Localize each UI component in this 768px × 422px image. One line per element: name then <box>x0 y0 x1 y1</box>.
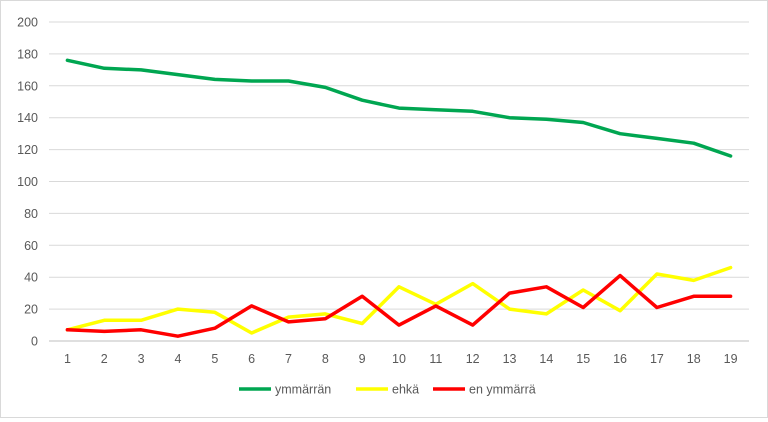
y-tick-label: 120 <box>17 143 38 157</box>
x-tick-label: 4 <box>174 352 181 366</box>
x-tick-label: 3 <box>138 352 145 366</box>
x-tick-label: 16 <box>613 352 627 366</box>
y-tick-label: 180 <box>17 47 38 61</box>
x-tick-label: 11 <box>429 352 442 366</box>
y-tick-label: 160 <box>17 79 38 93</box>
x-tick-label: 10 <box>392 352 406 366</box>
y-tick-label: 40 <box>24 271 38 285</box>
legend-label: en ymmärrä <box>469 383 536 397</box>
series-line-1 <box>65 265 733 335</box>
x-tick-label: 2 <box>101 352 108 366</box>
y-tick-label: 140 <box>17 111 38 125</box>
gridlines <box>49 21 749 342</box>
x-tick-label: 12 <box>466 352 480 366</box>
series-line-0 <box>65 58 733 158</box>
y-axis-tick-labels: 0 20 40 60 80 100 120 140 160 180 200 <box>17 16 38 349</box>
x-axis-tick-labels: 1 2 3 4 5 6 7 8 9 10 11 12 13 14 15 16 17 18 19 <box>64 352 738 366</box>
legend-label: ymmärrän <box>275 383 331 397</box>
y-tick-label: 0 <box>31 335 38 349</box>
x-tick-label: 14 <box>539 352 553 366</box>
x-tick-label: 6 <box>248 352 255 366</box>
y-tick-label: 20 <box>24 303 38 317</box>
x-tick-label: 9 <box>359 352 366 366</box>
x-tick-label: 17 <box>650 352 664 366</box>
y-tick-label: 80 <box>24 207 38 221</box>
x-tick-label: 1 <box>64 352 71 366</box>
y-tick-label: 100 <box>17 175 38 189</box>
x-tick-label: 15 <box>576 352 590 366</box>
legend-label: ehkä <box>392 383 419 397</box>
x-tick-label: 18 <box>687 352 701 366</box>
x-tick-label: 7 <box>285 352 292 366</box>
series-lines <box>65 58 733 338</box>
y-tick-label: 60 <box>24 239 38 253</box>
x-tick-label: 13 <box>503 352 517 366</box>
series-line-2 <box>65 273 733 338</box>
x-tick-label: 5 <box>211 352 218 366</box>
x-tick-label: 19 <box>724 352 738 366</box>
y-tick-label: 200 <box>17 16 38 30</box>
x-tick-label: 8 <box>322 352 329 366</box>
legend: ymmärrän ehkä en ymmärrä <box>239 383 536 397</box>
